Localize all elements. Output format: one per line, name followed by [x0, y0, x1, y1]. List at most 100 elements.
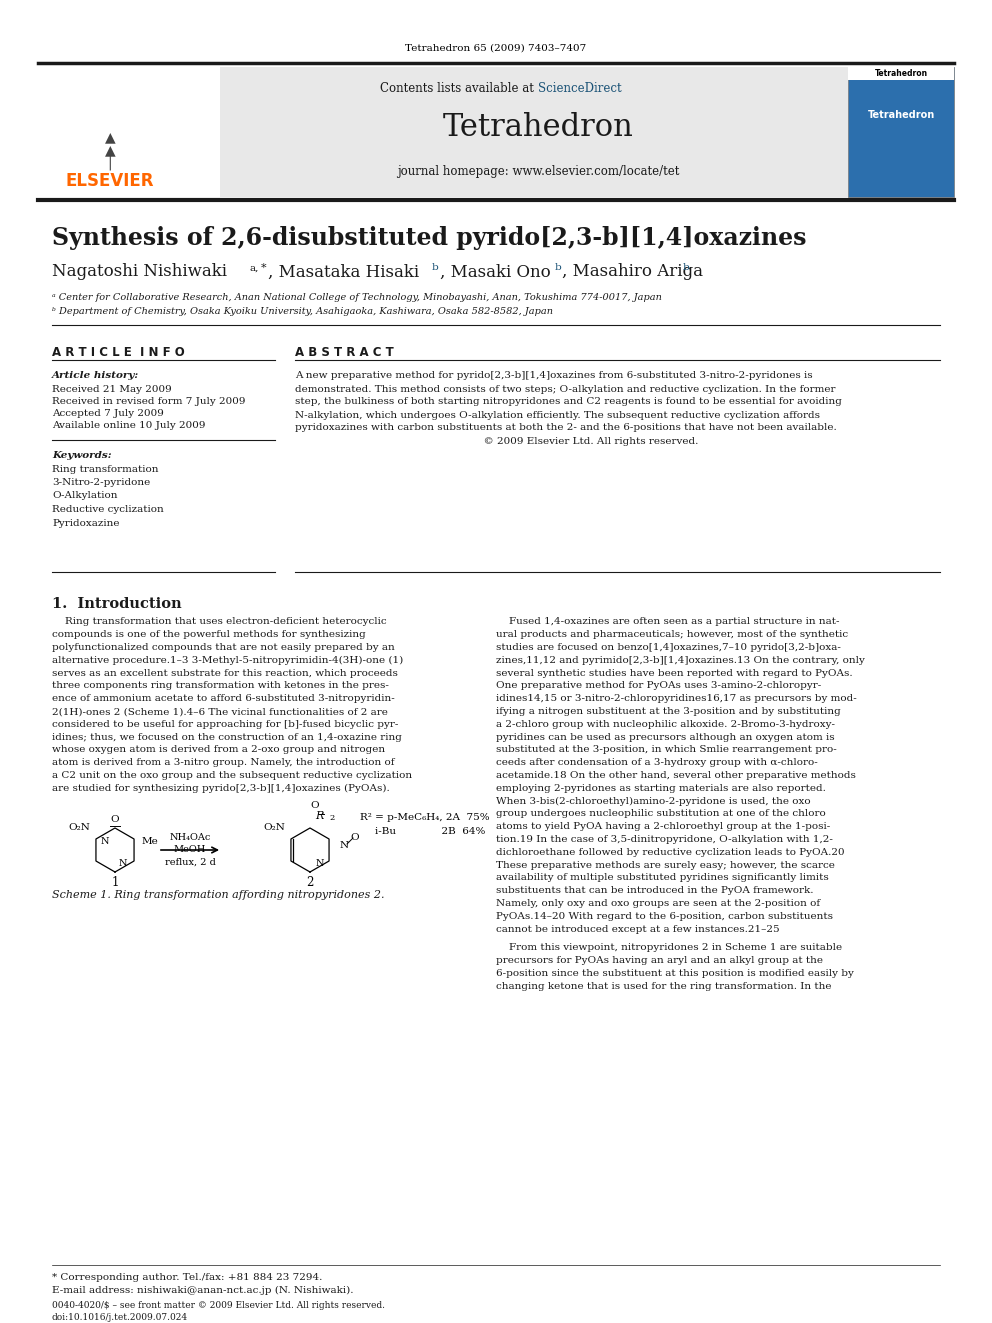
Text: changing ketone that is used for the ring transformation. In the: changing ketone that is used for the rin…	[496, 982, 831, 991]
Text: O: O	[111, 815, 119, 824]
Text: Synthesis of 2,6-disubstituted pyrido[2,3-​b][1,4]oxazines: Synthesis of 2,6-disubstituted pyrido[2,…	[52, 226, 806, 250]
Text: considered to be useful for approaching for [b]-fused bicyclic pyr-: considered to be useful for approaching …	[52, 720, 399, 729]
Text: pyridines can be used as precursors although an oxygen atom is: pyridines can be used as precursors alth…	[496, 733, 834, 742]
Text: Accepted 7 July 2009: Accepted 7 July 2009	[52, 409, 164, 418]
Text: O: O	[310, 802, 319, 811]
Bar	[848, 67, 954, 79]
Text: b: b	[432, 263, 438, 273]
Text: Reductive cyclization: Reductive cyclization	[52, 505, 164, 515]
Bar	[38, 67, 954, 197]
Text: N: N	[315, 860, 324, 868]
Text: ceeds after condensation of a 3-hydroxy group with α-chloro-: ceeds after condensation of a 3-hydroxy …	[496, 758, 817, 767]
Text: A B S T R A C T: A B S T R A C T	[295, 345, 394, 359]
Text: idines14,15 or 3-nitro-2-chloropyridines16,17 as precursors by mod-: idines14,15 or 3-nitro-2-chloropyridines…	[496, 695, 857, 704]
Text: 6-position since the substituent at this position is modified easily by: 6-position since the substituent at this…	[496, 970, 854, 978]
Text: studies are focused on benzo[1,4]oxazines,7–10 pyrido[3,2-b]oxa-: studies are focused on benzo[1,4]oxazine…	[496, 643, 841, 652]
Text: a,: a,	[250, 263, 259, 273]
Bar	[848, 67, 954, 197]
Text: employing 2-pyridones as starting materials are also reported.: employing 2-pyridones as starting materi…	[496, 785, 826, 792]
Text: atoms to yield PyOA having a 2-chloroethyl group at the 1-posi-: atoms to yield PyOA having a 2-chloroeth…	[496, 823, 830, 831]
Text: 0040-4020/$ – see front matter © 2009 Elsevier Ltd. All rights reserved.: 0040-4020/$ – see front matter © 2009 El…	[52, 1302, 385, 1311]
Text: ScienceDirect: ScienceDirect	[538, 82, 622, 94]
Text: R: R	[315, 811, 323, 822]
Text: doi:10.1016/j.tet.2009.07.024: doi:10.1016/j.tet.2009.07.024	[52, 1312, 188, 1322]
Text: Fused 1,4-oxazines are often seen as a partial structure in nat-: Fused 1,4-oxazines are often seen as a p…	[496, 618, 839, 627]
Text: availability of multiple substituted pyridines significantly limits: availability of multiple substituted pyr…	[496, 873, 828, 882]
Text: Tetrahedron: Tetrahedron	[442, 112, 634, 143]
Text: three components ring transformation with ketones in the pres-: three components ring transformation wit…	[52, 681, 389, 691]
Text: O₂N: O₂N	[263, 823, 285, 832]
Text: b: b	[555, 263, 561, 273]
Text: , Masataka Hisaki: , Masataka Hisaki	[268, 263, 420, 280]
Text: PyOAs.14–20 With regard to the 6-position, carbon substituents: PyOAs.14–20 With regard to the 6-positio…	[496, 912, 833, 921]
Text: Received 21 May 2009: Received 21 May 2009	[52, 385, 172, 393]
Text: tion.19 In the case of 3,5-dinitropyridone, O-alkylation with 1,2-: tion.19 In the case of 3,5-dinitropyrido…	[496, 835, 833, 844]
Text: ▲
▲
|: ▲ ▲ |	[105, 130, 115, 171]
Text: © 2009 Elsevier Ltd. All rights reserved.: © 2009 Elsevier Ltd. All rights reserved…	[295, 437, 698, 446]
Text: step, the bulkiness of both starting nitropyridones and C2 reagents is found to : step, the bulkiness of both starting nit…	[295, 397, 842, 406]
Text: alternative procedure.1–3 3-Methyl-5-nitropyrimidin-4(3H)-one (1): alternative procedure.1–3 3-Methyl-5-nit…	[52, 656, 404, 665]
Text: acetamide.18 On the other hand, several other preparative methods: acetamide.18 On the other hand, several …	[496, 771, 856, 781]
Text: 3-Nitro-2-pyridone: 3-Nitro-2-pyridone	[52, 478, 150, 487]
Text: group undergoes nucleophilic substitution at one of the chloro: group undergoes nucleophilic substitutio…	[496, 810, 825, 819]
Text: Scheme 1. Ring transformation affording nitropyridones 2.: Scheme 1. Ring transformation affording …	[52, 890, 385, 900]
Text: i-Bu              2B  64%: i-Bu 2B 64%	[375, 827, 485, 836]
Text: N: N	[101, 837, 109, 847]
Text: Tetrahedron 65 (2009) 7403–7407: Tetrahedron 65 (2009) 7403–7407	[406, 44, 586, 53]
Text: Contents lists available at: Contents lists available at	[380, 82, 538, 94]
Text: zines,11,12 and pyrimido[2,3-b][1,4]oxazines.13 On the contrary, only: zines,11,12 and pyrimido[2,3-b][1,4]oxaz…	[496, 656, 865, 665]
Text: cannot be introduced except at a few instances.21–25: cannot be introduced except at a few ins…	[496, 925, 780, 934]
Text: Nagatoshi Nishiwaki: Nagatoshi Nishiwaki	[52, 263, 227, 280]
Text: ence of ammonium acetate to afford 6-substituted 3-nitropyridin-: ence of ammonium acetate to afford 6-sub…	[52, 695, 395, 704]
Text: 2(1H)-ones 2 (Scheme 1).4–6 The vicinal functionalities of 2 are: 2(1H)-ones 2 (Scheme 1).4–6 The vicinal …	[52, 706, 388, 716]
Text: are studied for synthesizing pyrido[2,3-b][1,4]oxazines (PyOAs).: are studied for synthesizing pyrido[2,3-…	[52, 783, 390, 792]
Text: 1: 1	[111, 876, 119, 889]
Text: E-mail address: nishiwaki@anan-nct.ac.jp (N. Nishiwaki).: E-mail address: nishiwaki@anan-nct.ac.jp…	[52, 1286, 353, 1295]
Text: O₂N: O₂N	[68, 823, 90, 832]
Text: atom is derived from a 3-nitro group. Namely, the introduction of: atom is derived from a 3-nitro group. Na…	[52, 758, 395, 767]
Text: b: b	[683, 263, 689, 273]
Text: Ring transformation: Ring transformation	[52, 464, 159, 474]
Text: R² = p-MeC₆H₄, 2A  75%: R² = p-MeC₆H₄, 2A 75%	[360, 814, 490, 823]
Text: Article history:: Article history:	[52, 372, 139, 381]
Text: ELSEVIER: ELSEVIER	[65, 172, 154, 191]
Text: a C2 unit on the oxo group and the subsequent reductive cyclization: a C2 unit on the oxo group and the subse…	[52, 771, 412, 781]
Text: several synthetic studies have been reported with regard to PyOAs.: several synthetic studies have been repo…	[496, 668, 853, 677]
Text: *: *	[261, 263, 267, 273]
Text: From this viewpoint, nitropyridones 2 in Scheme 1 are suitable: From this viewpoint, nitropyridones 2 in…	[496, 943, 842, 953]
Text: N-alkylation, which undergoes O-alkylation efficiently. The subsequent reductive: N-alkylation, which undergoes O-alkylati…	[295, 410, 820, 419]
Text: Available online 10 July 2009: Available online 10 July 2009	[52, 421, 205, 430]
Text: N: N	[340, 840, 349, 849]
Text: idines; thus, we focused on the construction of an 1,4-oxazine ring: idines; thus, we focused on the construc…	[52, 733, 402, 742]
Text: a 2-chloro group with nucleophilic alkoxide. 2-Bromo-3-hydroxy-: a 2-chloro group with nucleophilic alkox…	[496, 720, 835, 729]
Text: whose oxygen atom is derived from a 2-oxo group and nitrogen: whose oxygen atom is derived from a 2-ox…	[52, 745, 385, 754]
Text: dichloroethane followed by reductive cyclization leads to PyOA.20: dichloroethane followed by reductive cyc…	[496, 848, 844, 857]
Text: Received in revised form 7 July 2009: Received in revised form 7 July 2009	[52, 397, 245, 406]
Text: O: O	[350, 832, 359, 841]
Text: polyfunctionalized compounds that are not easily prepared by an: polyfunctionalized compounds that are no…	[52, 643, 395, 652]
Text: A new preparative method for pyrido[2,3-b][1,4]oxazines from 6-substituted 3-nit: A new preparative method for pyrido[2,3-…	[295, 372, 812, 381]
Text: These preparative methods are surely easy; however, the scarce: These preparative methods are surely eas…	[496, 861, 835, 869]
Text: Pyridoxazine: Pyridoxazine	[52, 519, 119, 528]
Text: substituents that can be introduced in the PyOA framework.: substituents that can be introduced in t…	[496, 886, 813, 896]
Text: Keywords:: Keywords:	[52, 451, 112, 459]
Text: One preparative method for PyOAs uses 3-amino-2-chloropyr-: One preparative method for PyOAs uses 3-…	[496, 681, 821, 691]
Text: Tetrahedron: Tetrahedron	[867, 110, 934, 120]
Text: 2: 2	[307, 876, 313, 889]
Text: reflux, 2 d: reflux, 2 d	[165, 857, 215, 867]
Text: Ring transformation that uses electron-deficient heterocyclic: Ring transformation that uses electron-d…	[52, 618, 387, 627]
Text: demonstrated. This method consists of two steps; O-alkylation and reductive cycl: demonstrated. This method consists of tw…	[295, 385, 835, 393]
Text: compounds is one of the powerful methods for synthesizing: compounds is one of the powerful methods…	[52, 630, 366, 639]
Text: serves as an excellent substrate for this reaction, which proceeds: serves as an excellent substrate for thi…	[52, 668, 398, 677]
Text: substituted at the 3-position, in which Smlie rearrangement pro-: substituted at the 3-position, in which …	[496, 745, 836, 754]
Text: pyridoxazines with carbon substituents at both the 2- and the 6-positions that h: pyridoxazines with carbon substituents a…	[295, 423, 836, 433]
Text: Namely, only oxy and oxo groups are seen at the 2-position of: Namely, only oxy and oxo groups are seen…	[496, 900, 820, 908]
Text: ifying a nitrogen substituent at the 3-position and by substituting: ifying a nitrogen substituent at the 3-p…	[496, 706, 841, 716]
Text: 1.  Introduction: 1. Introduction	[52, 597, 182, 611]
Text: ᵃ Center for Collaborative Research, Anan National College of Technology, Minoba: ᵃ Center for Collaborative Research, Ana…	[52, 294, 662, 303]
Text: journal homepage: www.elsevier.com/locate/tet: journal homepage: www.elsevier.com/locat…	[397, 165, 680, 179]
Text: When 3-bis(2-chloroethyl)amino-2-pyridone is used, the oxo: When 3-bis(2-chloroethyl)amino-2-pyridon…	[496, 796, 810, 806]
Text: MeOH: MeOH	[174, 844, 206, 853]
Text: * Corresponding author. Tel./fax: +81 884 23 7294.: * Corresponding author. Tel./fax: +81 88…	[52, 1273, 322, 1282]
Text: N: N	[119, 860, 127, 868]
